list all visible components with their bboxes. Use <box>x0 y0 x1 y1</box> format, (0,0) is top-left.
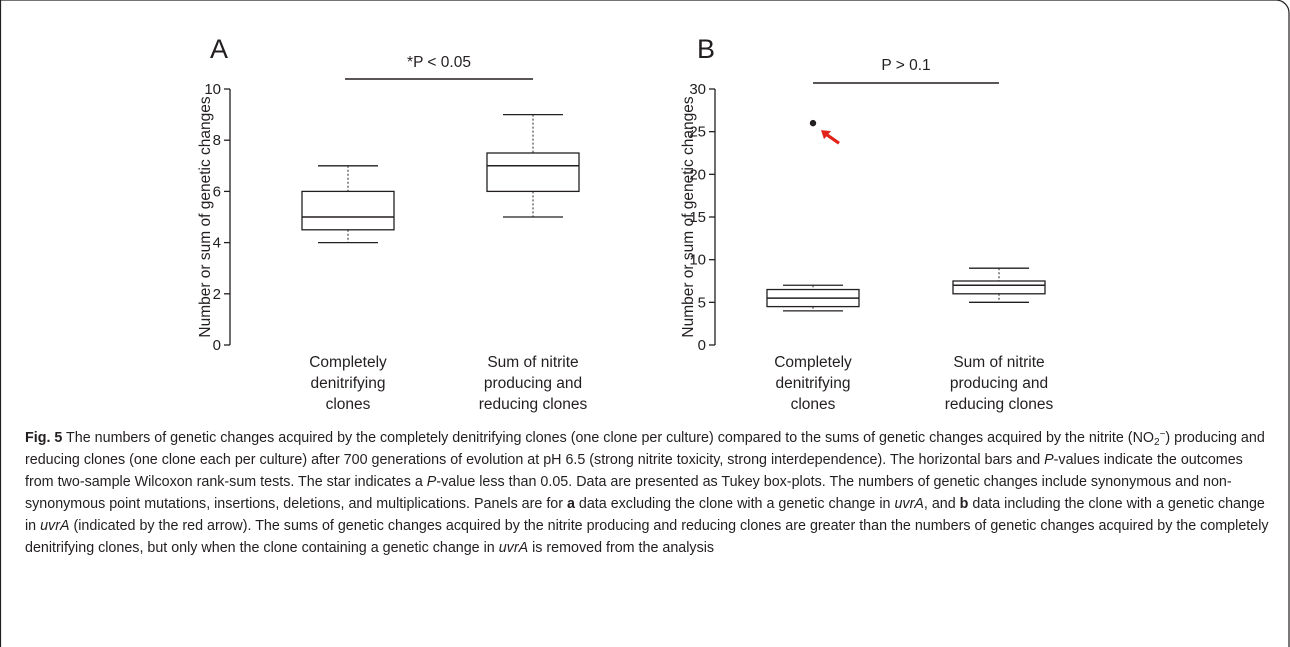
category-label-line: producing and <box>484 375 582 392</box>
y-tick-label: 2 <box>213 286 221 303</box>
caption-run: data excluding the clone with a genetic … <box>574 496 895 513</box>
caption-run: -value less than 0.05. Data are presente… <box>25 474 1232 513</box>
box-2 <box>952 267 1046 303</box>
category-label-line: Sum of nitrite <box>487 354 578 371</box>
caption-run: -values indicate the outcomes from two-s… <box>25 452 1243 491</box>
outlier-point <box>809 119 817 127</box>
category-label-2: Sum of nitrite producing and reducing clon… <box>479 354 588 413</box>
category-label-line: Completely <box>774 354 852 371</box>
iqr-box <box>486 152 580 193</box>
y-axis-label: Number or sum of genetic changes <box>680 96 697 337</box>
category-label-line: clones <box>326 396 371 413</box>
caption-run: data including the clone with a genetic … <box>25 496 1265 535</box>
caption-run: a <box>566 496 575 513</box>
category-label-line: producing and <box>950 375 1048 392</box>
significance-label: P > 0.1 <box>881 57 930 74</box>
y-tick-label: 10 <box>204 81 221 98</box>
y-tick-label: 0 <box>213 337 221 354</box>
outlier-arrow-shaft <box>825 132 840 145</box>
y-tick-label: 6 <box>213 183 221 200</box>
caption-run: P <box>426 474 437 491</box>
category-label-line: reducing clones <box>479 396 588 413</box>
outlier-arrow-head <box>821 130 831 140</box>
y-tick-label: 20 <box>689 166 706 183</box>
y-tick-label: 0 <box>698 337 706 354</box>
y-tick-label: 10 <box>689 252 706 269</box>
y-tick-label: 8 <box>213 132 221 149</box>
iqr-box <box>301 190 395 231</box>
category-label-line: Completely <box>309 354 387 371</box>
caption-fig-label: Fig. 5 <box>25 430 63 446</box>
caption-run: (indicated by the red arrow). The sums o… <box>25 518 1269 557</box>
caption-run: , and <box>923 496 960 513</box>
y-tick-label: 5 <box>698 294 706 311</box>
category-label-line: reducing clones <box>945 396 1054 413</box>
y-tick-label: 4 <box>213 235 221 252</box>
category-label-1: Completely denitrifying clones <box>774 354 852 413</box>
y-axis-label: Number or sum of genetic changes <box>197 96 214 337</box>
category-label-2: Sum of nitrite producing and reducing clon… <box>945 354 1054 413</box>
box-1 <box>766 284 860 312</box>
significance-label: *P < 0.05 <box>407 54 471 71</box>
caption-run: The numbers of genetic changes acquired … <box>62 430 1155 446</box>
category-label-line: Sum of nitrite <box>953 354 1044 371</box>
category-label-1: Completely denitrifying clones <box>309 354 387 413</box>
caption-run: − <box>1159 429 1166 440</box>
caption-run: P <box>1044 452 1054 469</box>
y-tick-label: 25 <box>689 124 706 141</box>
category-label-line: clones <box>791 396 836 413</box>
figure-caption: Fig. 5 The numbers of genetic changes ac… <box>25 427 1270 560</box>
y-tick-label: 15 <box>689 209 706 226</box>
caption-run: b <box>959 496 969 513</box>
box-2 <box>486 113 580 218</box>
caption-run: ) producing and reducing clones (one clo… <box>25 430 1265 469</box>
caption-run: uvrA <box>498 540 529 557</box>
caption-run: 2 <box>1154 437 1160 448</box>
panel-label: B <box>697 34 715 64</box>
iqr-box <box>952 280 1046 295</box>
caption-run: uvrA <box>40 518 70 535</box>
caption-run: is removed from the analysis <box>528 540 715 557</box>
y-tick-label: 30 <box>689 81 706 98</box>
category-label-line: denitrifying <box>311 375 386 392</box>
caption-run: uvrA <box>894 496 924 513</box>
panel-label: A <box>210 34 228 64</box>
category-label-line: denitrifying <box>776 375 851 392</box>
box-1 <box>301 165 395 244</box>
